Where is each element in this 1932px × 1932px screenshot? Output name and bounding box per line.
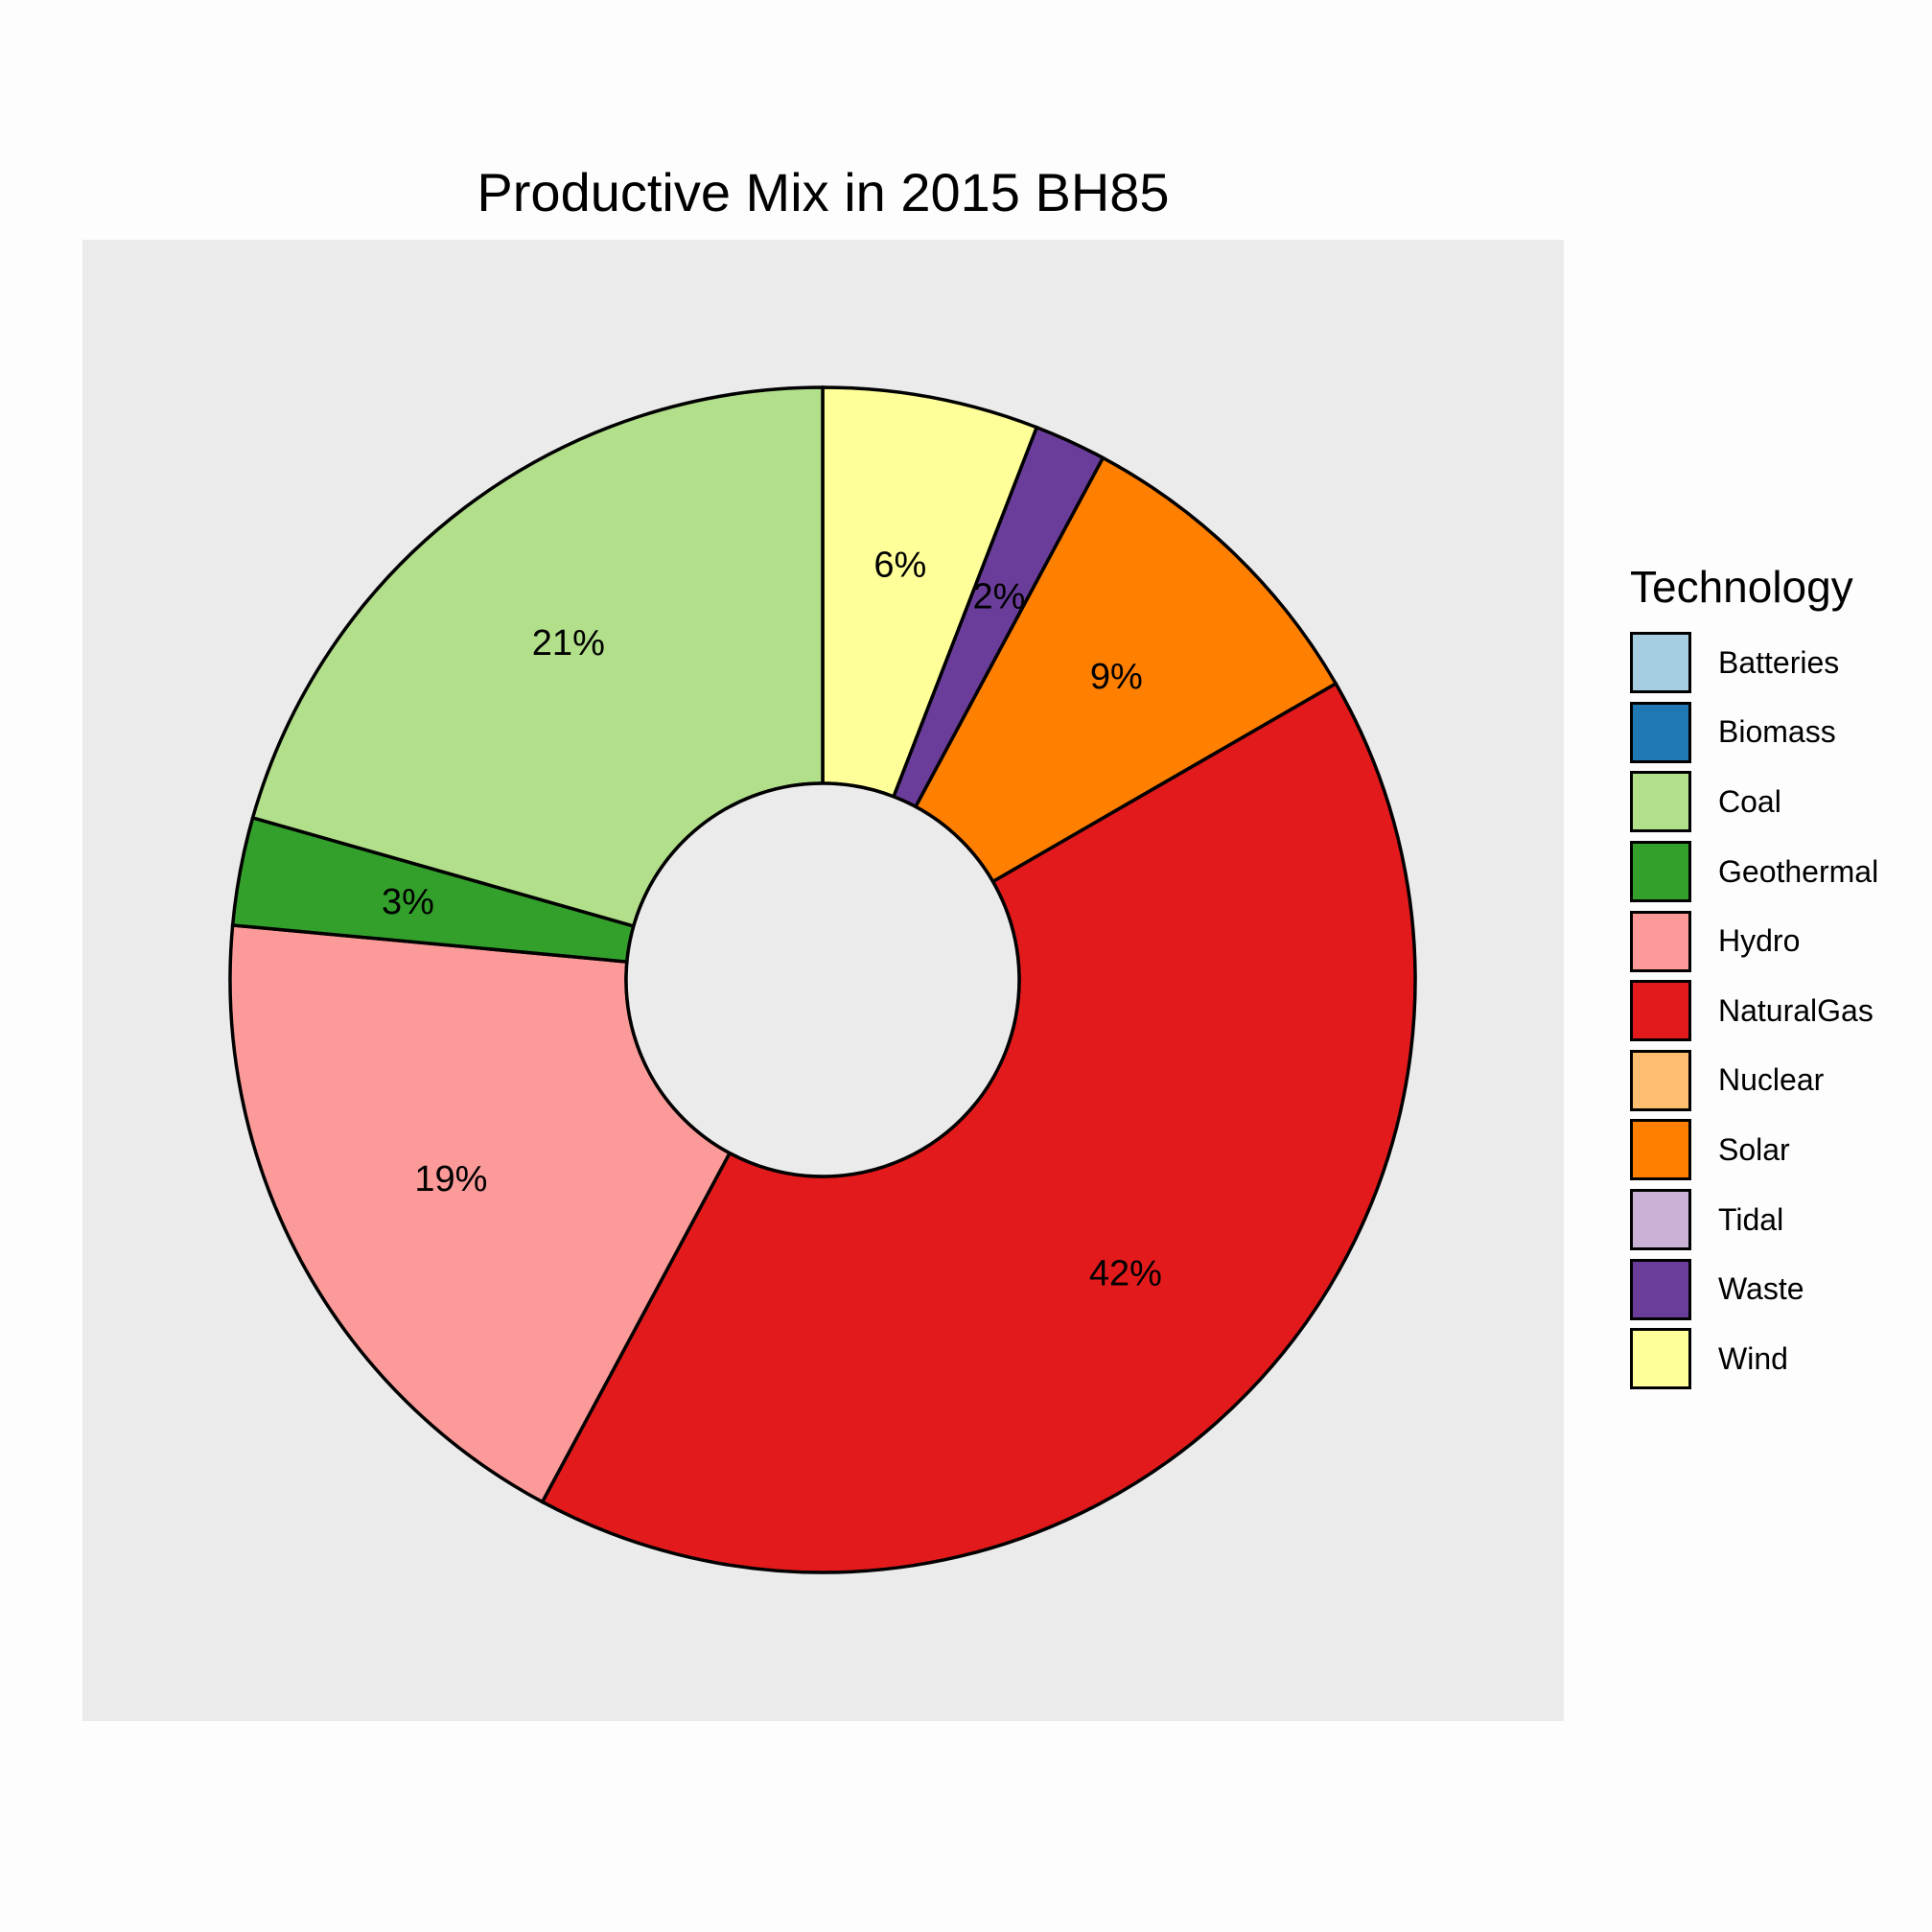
legend-item-nuclear: Nuclear — [1630, 1046, 1878, 1116]
legend-swatch — [1630, 701, 1691, 763]
legend-label: Tidal — [1718, 1201, 1784, 1237]
legend-label: Hydro — [1718, 923, 1801, 959]
legend-swatch — [1630, 632, 1691, 694]
legend-label: Solar — [1718, 1131, 1790, 1167]
legend-swatch — [1630, 980, 1691, 1042]
legend-label: Coal — [1718, 783, 1781, 819]
slice-label-geothermal: 3% — [382, 882, 434, 922]
legend-label: Nuclear — [1718, 1062, 1825, 1098]
legend-label: Waste — [1718, 1271, 1804, 1307]
slice-label-waste: 2% — [972, 576, 1025, 617]
legend-swatch — [1630, 841, 1691, 903]
slice-label-solar: 9% — [1090, 657, 1143, 697]
legend-item-wind: Wind — [1630, 1324, 1878, 1394]
legend-item-biomass: Biomass — [1630, 698, 1878, 768]
legend-item-geothermal: Geothermal — [1630, 837, 1878, 907]
donut-hole — [624, 781, 1021, 1178]
legend-swatch — [1630, 1258, 1691, 1320]
slice-label-wind: 6% — [873, 545, 926, 585]
legend-item-tidal: Tidal — [1630, 1185, 1878, 1255]
legend: Batteries Biomass Coal Geothermal Hydro Natur… — [1630, 628, 1878, 1394]
legend-label: Biomass — [1718, 714, 1836, 750]
legend-item-batteries: Batteries — [1630, 628, 1878, 698]
legend-swatch — [1630, 1328, 1691, 1390]
legend-label: Geothermal — [1718, 853, 1879, 889]
legend-label: Wind — [1718, 1340, 1788, 1376]
legend-swatch — [1630, 1189, 1691, 1251]
slice-label-naturalgas: 42% — [1089, 1253, 1162, 1293]
legend-label: Batteries — [1718, 644, 1840, 680]
legend-swatch — [1630, 1119, 1691, 1181]
slice-label-hydro: 19% — [414, 1159, 487, 1199]
legend-item-hydro: Hydro — [1630, 906, 1878, 976]
legend-item-solar: Solar — [1630, 1115, 1878, 1185]
legend-item-coal: Coal — [1630, 767, 1878, 837]
legend-item-naturalgas: NaturalGas — [1630, 976, 1878, 1046]
slice-label-coal: 21% — [532, 623, 605, 663]
legend-item-waste: Waste — [1630, 1254, 1878, 1324]
legend-swatch — [1630, 771, 1691, 833]
legend-label: NaturalGas — [1718, 992, 1874, 1028]
legend-swatch — [1630, 910, 1691, 972]
legend-title: Technology — [1630, 562, 1853, 612]
legend-swatch — [1630, 1049, 1691, 1111]
chart-title: Productive Mix in 2015 BH85 — [477, 162, 1170, 222]
